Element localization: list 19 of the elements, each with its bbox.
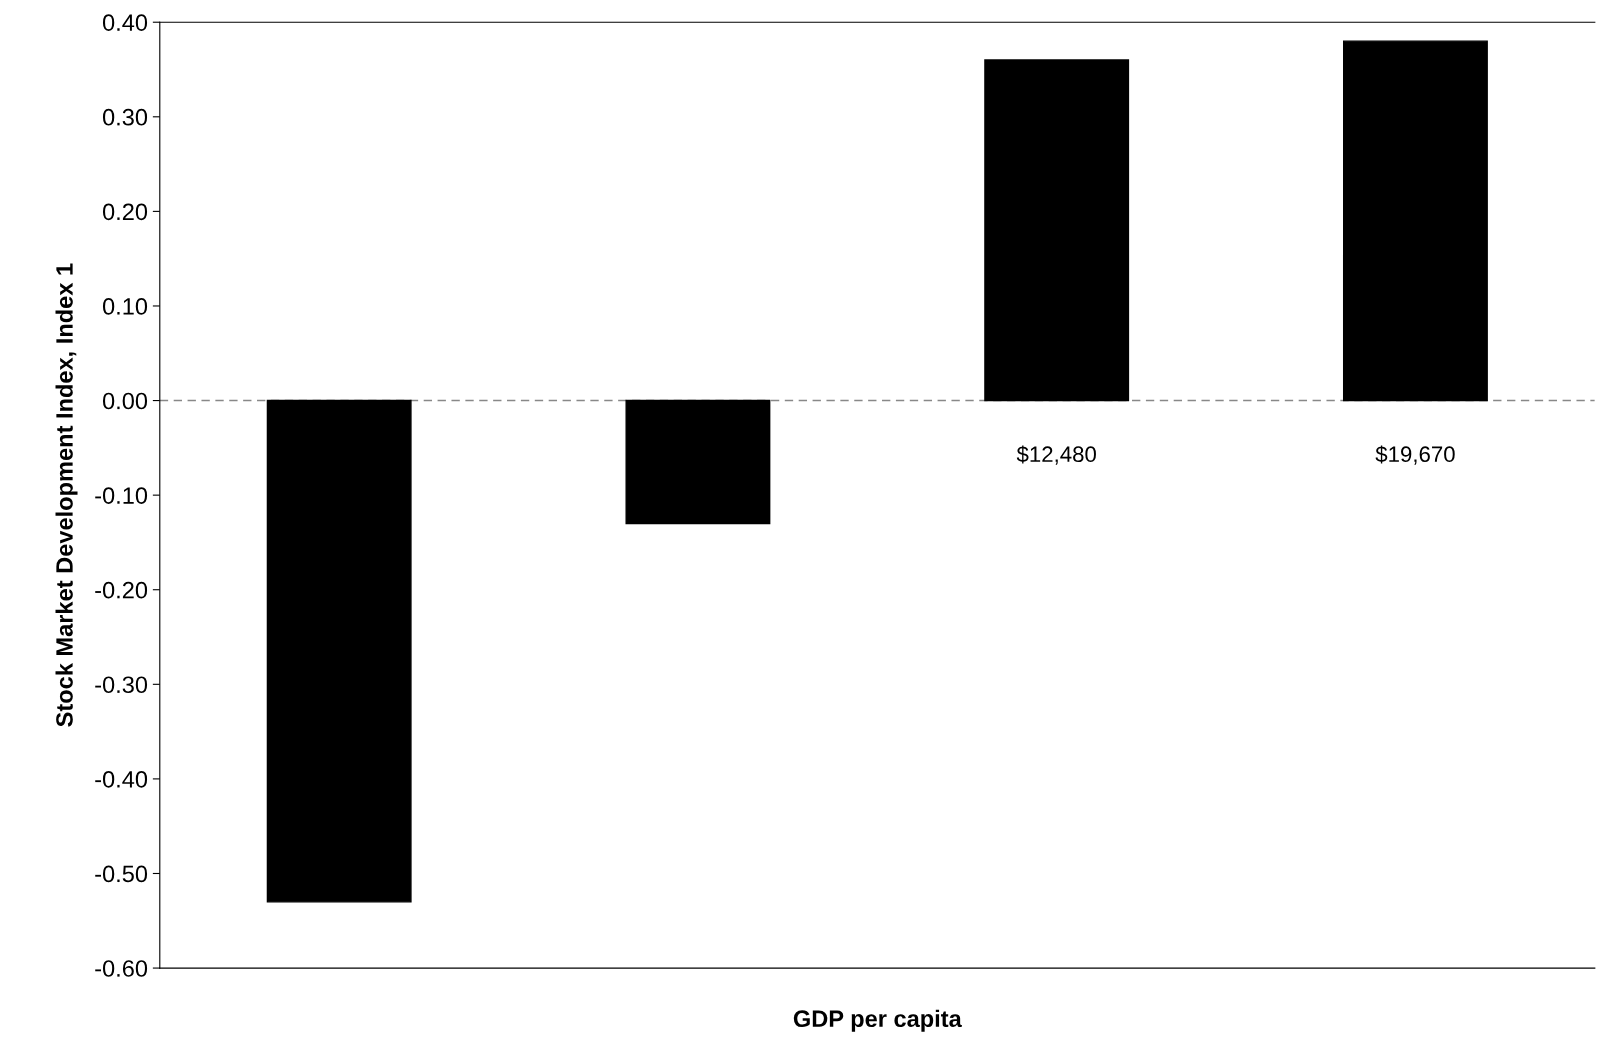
y-tick-label: 0.20 [102,203,148,221]
y-tick-label: -0.20 [95,581,148,599]
bar [984,59,1130,402]
x-axis-title: GDP per capita [793,1009,962,1032]
y-tick-label: -0.50 [95,865,148,883]
y-tick-label: 0.00 [102,392,148,410]
y-axis-title: Stock Market Development Index, Index 1 [55,263,78,727]
x-tick-label: $12,480 [1016,445,1096,465]
y-tick-label: -0.30 [95,676,148,694]
y-tick-label: -0.60 [95,960,148,977]
y-tick-label: -0.10 [95,487,148,504]
y-tick-label: 0.10 [102,298,148,315]
y-tick-label: 0.40 [102,14,148,32]
bar [625,399,771,525]
bar [1342,40,1488,402]
y-tick-label: -0.40 [95,770,148,788]
x-tick-label: $19,670 [1375,445,1455,465]
bar [266,399,412,903]
y-tick-label: 0.30 [102,108,148,126]
